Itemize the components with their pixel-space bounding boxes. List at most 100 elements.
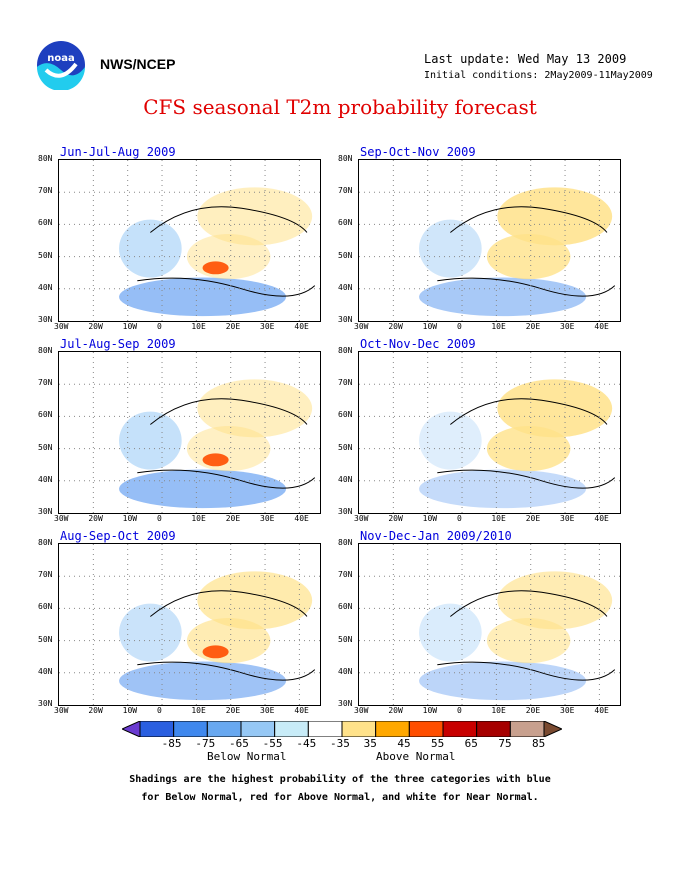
coastline (137, 590, 316, 681)
lon-label: 10E (191, 514, 206, 523)
above-normal-area (486, 234, 571, 280)
above-normal-area (486, 618, 571, 664)
lat-label: 60N (38, 218, 53, 228)
lon-label: 40E (594, 514, 609, 523)
panel-title: Oct-Nov-Dec 2009 (360, 337, 476, 351)
lon-label: 30E (560, 514, 575, 523)
lon-label: 10E (491, 514, 506, 523)
above-normal-hotspot (202, 261, 229, 275)
lon-label: 30E (560, 706, 575, 715)
coastline (437, 590, 616, 681)
lat-label: 30N (338, 507, 353, 516)
below-normal-area (119, 661, 287, 701)
lon-label: 40E (294, 322, 309, 331)
lon-label: 0 (157, 322, 162, 331)
coastline (437, 206, 616, 297)
lon-label: 40E (594, 706, 609, 715)
forecast-map (58, 351, 321, 514)
colorbar-tick-label: 35 (363, 737, 377, 750)
legend-colorbar (122, 721, 562, 737)
lat-label: 40N (338, 666, 353, 676)
below-normal-area (119, 411, 182, 470)
colorbar-bin (206, 721, 242, 737)
above-normal-area (197, 187, 313, 246)
lon-label: 40E (594, 322, 609, 331)
lat-label: 70N (38, 378, 53, 388)
lon-label: 20E (525, 706, 541, 715)
colorbar-tick-label: 65 (464, 737, 478, 750)
lon-label: 20W (388, 322, 403, 331)
lon-label: 40E (294, 514, 309, 523)
lon-label: 30E (260, 706, 275, 715)
below-normal-area (119, 277, 287, 317)
map-graphic (359, 352, 620, 513)
legend-above-label: Above Normal (376, 750, 456, 763)
colorbar-bin (139, 721, 175, 737)
lat-label: 60N (38, 410, 53, 420)
lat-label: 50N (38, 442, 53, 452)
lon-label: 10E (491, 322, 506, 331)
lon-label: 30W (354, 322, 369, 331)
lat-label: 40N (38, 474, 53, 484)
org-name: NWS/NCEP (100, 56, 176, 72)
map-graphic (59, 160, 320, 321)
colorbar-bin (240, 721, 276, 737)
lat-label: 40N (338, 474, 353, 484)
lat-label: 30N (338, 315, 353, 324)
colorbar-tick-label: -65 (229, 737, 249, 750)
colorbar-bin (274, 721, 309, 737)
lon-label: 40E (294, 706, 309, 715)
lat-label: 60N (338, 218, 353, 228)
lat-label: 50N (38, 634, 53, 644)
lat-label: 40N (38, 282, 53, 292)
colorbar-tick-label: -55 (262, 737, 283, 750)
map-graphic (59, 544, 320, 705)
forecast-map (358, 351, 621, 514)
panel-title: Nov-Dec-Jan 2009/2010 (360, 529, 512, 543)
coastline (137, 398, 316, 489)
forecast-map (358, 159, 621, 322)
lon-label: 20W (88, 514, 103, 523)
above-normal-area (497, 187, 613, 246)
lon-label: 0 (457, 514, 462, 523)
lon-label: 0 (457, 706, 462, 715)
legend-below-label: Below Normal (207, 750, 287, 763)
above-normal-area (486, 426, 571, 472)
lat-label: 70N (38, 186, 53, 196)
above-normal-hotspot (202, 645, 229, 659)
below-normal-area (119, 603, 182, 662)
lon-label: 10E (491, 706, 506, 715)
lon-label: 10W (422, 322, 438, 331)
lat-label: 50N (338, 442, 353, 452)
map-graphic (359, 160, 620, 321)
lon-label: 10W (122, 706, 138, 715)
lon-label: 10E (191, 706, 206, 715)
lon-label: 10E (191, 322, 206, 331)
colorbar-tick-label: -75 (195, 737, 216, 750)
colorbar-tick-label: 55 (431, 737, 445, 750)
lat-label: 80N (38, 154, 53, 163)
lat-label: 70N (338, 570, 353, 580)
lon-label: 0 (457, 322, 462, 331)
lon-label: 10W (122, 514, 138, 523)
footnote-line-2: for Below Normal, red for Above Normal, … (141, 792, 539, 803)
lat-label: 70N (38, 570, 53, 580)
colorbar-bin (375, 721, 410, 737)
above-normal-area (197, 571, 313, 630)
lon-label: 10W (122, 322, 138, 331)
lon-label: 30W (354, 706, 369, 715)
lat-label: 60N (338, 602, 353, 612)
lon-label: 30W (54, 706, 69, 715)
colorbar-bin (408, 721, 444, 737)
colorbar-bin (476, 721, 511, 737)
above-normal-hotspot (202, 453, 229, 467)
forecast-map (358, 543, 621, 706)
lon-label: 20E (525, 514, 541, 523)
footnote-line-1: Shadings are the highest probability of … (129, 774, 551, 785)
below-normal-area (419, 277, 587, 317)
colorbar-tick-label: 75 (498, 737, 512, 750)
lat-label: 80N (38, 538, 53, 547)
colorbar-bin (509, 721, 545, 737)
panel-title: Aug-Sep-Oct 2009 (60, 529, 176, 543)
below-normal-area (419, 219, 482, 278)
